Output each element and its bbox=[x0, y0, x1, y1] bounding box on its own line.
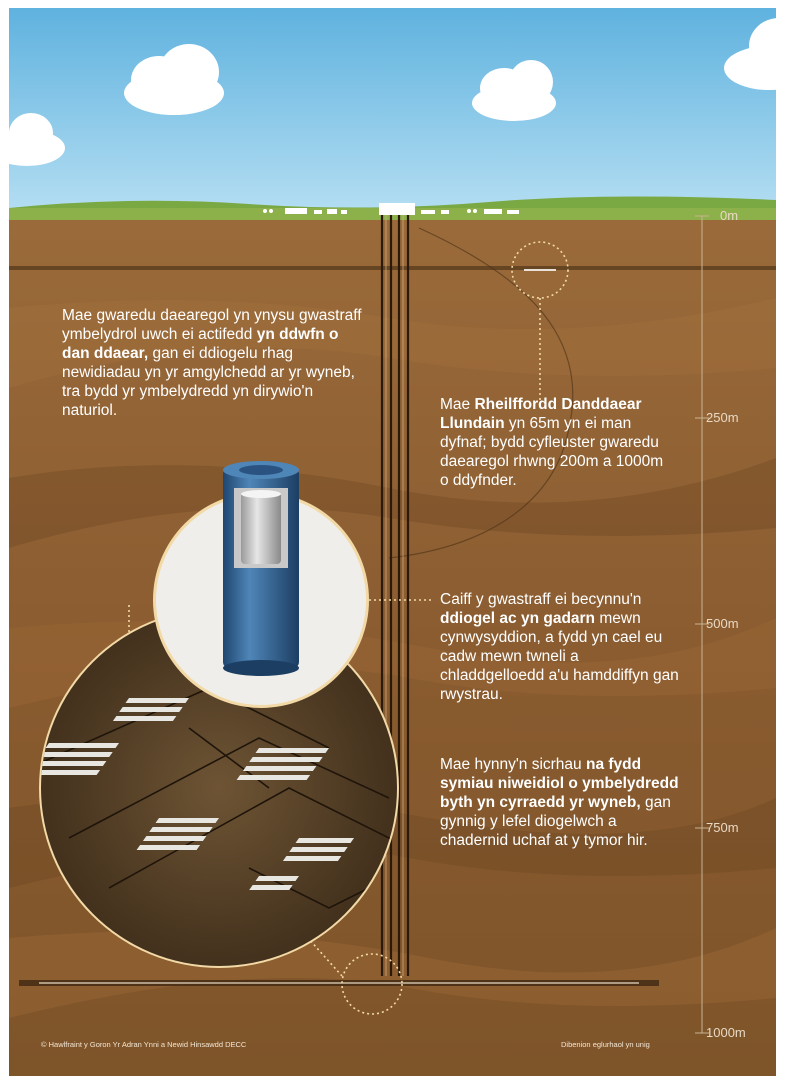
depth-label-250m: 250m bbox=[706, 410, 739, 425]
packaging-paragraph: Caiff y gwastraff ei becynnu'n ddiogel a… bbox=[440, 590, 680, 704]
repository-level bbox=[19, 980, 659, 986]
canister-cutaway bbox=[153, 461, 369, 708]
depth-label-500m: 500m bbox=[706, 616, 739, 631]
depth-label-750m: 750m bbox=[706, 820, 739, 835]
subsurface-line bbox=[9, 266, 776, 270]
tube-text-pre: Mae bbox=[440, 396, 475, 413]
sky bbox=[9, 8, 776, 213]
canister bbox=[223, 461, 299, 676]
tube-text-bold: Rheilffordd Danddaear Llundain bbox=[440, 396, 642, 432]
safety-text-pre: Mae hynny'n sicrhau bbox=[440, 756, 586, 773]
packaging-text-pre: Caiff y gwastraff ei becynnu'n bbox=[440, 591, 642, 608]
depth-scale bbox=[695, 215, 709, 1034]
intro-text-pre: Mae gwaredu daearegol yn ynysu gwastraff… bbox=[62, 307, 362, 343]
packaging-text-bold: ddiogel ac yn gadarn bbox=[440, 610, 596, 627]
safety-paragraph: Mae hynny'n sicrhau na fydd symiau niwei… bbox=[440, 755, 680, 850]
safety-text-bold: na fydd symiau niweidiol o ymbelydredd b… bbox=[440, 756, 679, 811]
surface-facility bbox=[263, 203, 519, 215]
copyright-notice: © Hawlfraint y Goron Yr Adran Ynni a New… bbox=[41, 1040, 247, 1049]
tube-callout-circle bbox=[511, 241, 569, 299]
cloud bbox=[9, 113, 65, 166]
depth-label-0m: 0m bbox=[720, 208, 739, 223]
intro-text-post: gan ei ddiogelu rhag newidiadau yn yr am… bbox=[62, 345, 355, 419]
cloud bbox=[124, 44, 224, 115]
packaging-text-post: mewn cynwysyddion, a fydd yn cael eu cad… bbox=[440, 610, 679, 703]
depth-label-1000m: 1000m bbox=[706, 1025, 746, 1040]
illustrative-disclaimer: Dibenion eglurhaol yn unig bbox=[561, 1040, 650, 1049]
repository-callout-circle bbox=[341, 953, 403, 1015]
intro-text-bold: yn ddwfn o dan ddaear, bbox=[62, 326, 339, 362]
clouds bbox=[9, 18, 776, 166]
vault-cutaway bbox=[39, 608, 399, 968]
illustration bbox=[9, 8, 776, 1076]
cloud bbox=[724, 18, 776, 90]
infographic-poster: 0m 250m 500m 750m 1000m Mae gwaredu daea… bbox=[9, 8, 776, 1076]
tube-depth-paragraph: Mae Rheilffordd Danddaear Llundain yn 65… bbox=[440, 395, 675, 490]
intro-paragraph: Mae gwaredu daearegol yn ynysu gwastraff… bbox=[62, 306, 364, 420]
cloud bbox=[472, 60, 556, 121]
safety-text-post: gan gynnig y lefel diogelwch a chadernid… bbox=[440, 794, 671, 849]
access-ramp bbox=[388, 227, 574, 559]
tube-text-post: yn 65m yn ei man dyfnaf; bydd cyfleuster… bbox=[440, 415, 664, 489]
